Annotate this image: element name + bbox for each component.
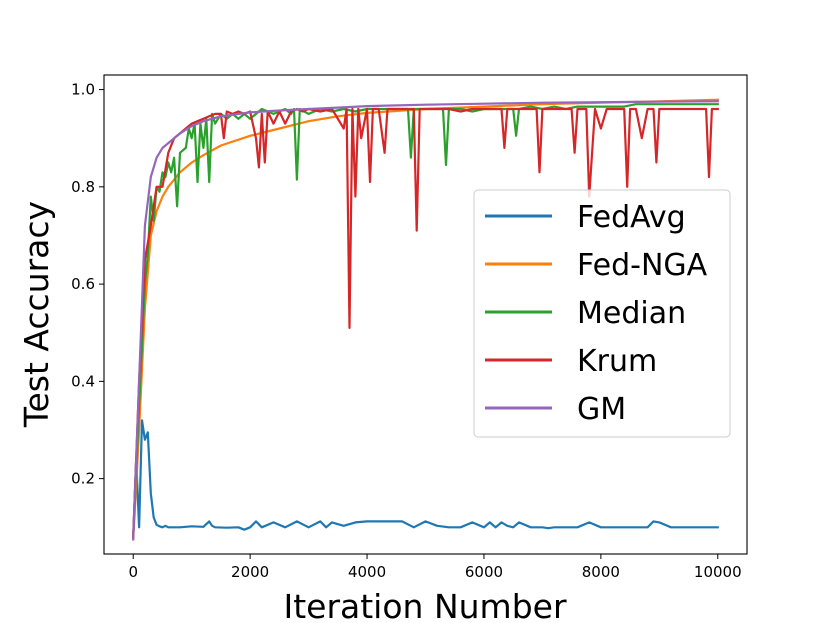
y-tick-label: 0.2 [71, 470, 95, 488]
series-line-krum [132, 107, 719, 539]
x-tick-label: 10000 [694, 563, 742, 581]
y-tick-label: 0.4 [71, 372, 95, 390]
x-tick-label: 8000 [582, 563, 620, 581]
series-line-gm [132, 100, 719, 541]
y-axis-ticks: 0.2 0.4 0.6 0.8 1.0 [71, 81, 104, 488]
legend-label-median: Median [577, 296, 686, 331]
series-line-fedavg [132, 419, 719, 539]
y-axis-label: Test Accuracy [17, 201, 56, 428]
plot-lines [132, 98, 719, 541]
plot-frame [103, 74, 748, 555]
y-tick-label: 1.0 [71, 81, 95, 99]
y-tick-label: 0.6 [71, 275, 95, 293]
legend-label-krum: Krum [577, 344, 657, 379]
series-line-fed-nga [132, 98, 719, 541]
y-tick-label: 0.8 [71, 178, 95, 196]
x-tick-label: 0 [128, 563, 138, 581]
x-axis-ticks: 0 2000 4000 6000 8000 10000 [128, 554, 742, 581]
x-tick-label: 6000 [465, 563, 503, 581]
x-axis-label: Iteration Number [283, 587, 566, 623]
x-tick-label: 2000 [231, 563, 269, 581]
legend-label-fed-nga: Fed-NGA [577, 248, 708, 283]
legend: FedAvg Fed-NGA Median Krum GM [473, 189, 731, 438]
legend-box [473, 189, 731, 438]
x-tick-label: 4000 [348, 563, 386, 581]
legend-label-gm: GM [577, 392, 626, 427]
legend-label-fedavg: FedAvg [577, 200, 686, 235]
